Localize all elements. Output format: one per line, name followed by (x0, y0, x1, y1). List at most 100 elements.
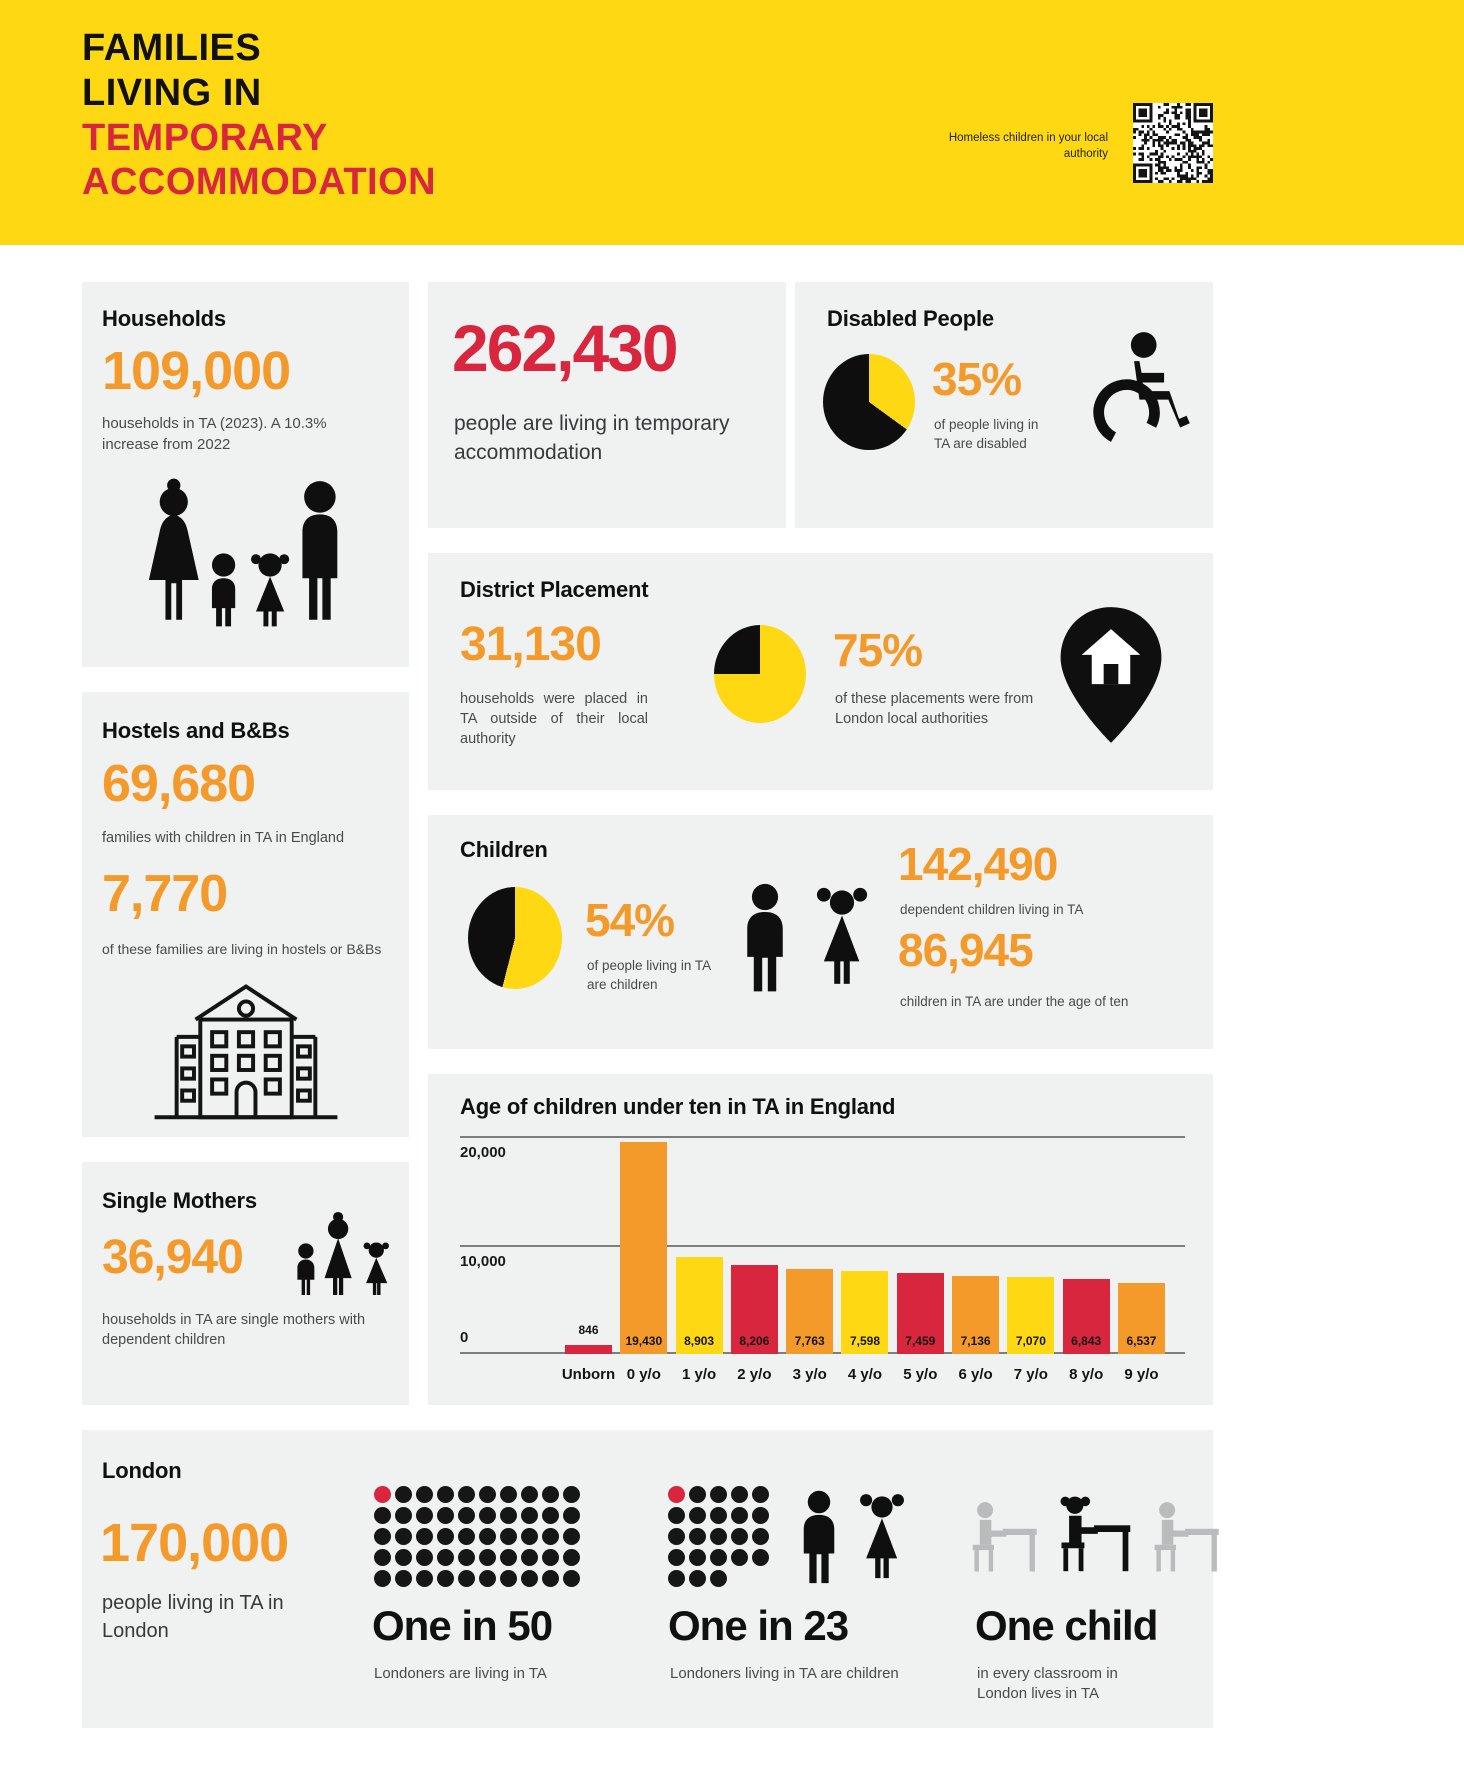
bar-rect: 8,206 (730, 1265, 778, 1354)
age-chart-card: Age of children under ten in TA in Engla… (428, 1074, 1213, 1405)
dot (479, 1486, 496, 1503)
title-line-3: TEMPORARY (82, 116, 328, 159)
hostels-caption1: families with children in TA in England (102, 830, 345, 846)
dot (437, 1507, 454, 1524)
bar-x-label: 3 y/o (792, 1366, 827, 1383)
dot (668, 1528, 685, 1545)
dot (521, 1528, 538, 1545)
dot (479, 1549, 496, 1566)
bar-3 y/o: 7,763 3 y/o (786, 1136, 834, 1383)
dot (542, 1486, 559, 1503)
bar-x-label: 6 y/o (958, 1366, 993, 1383)
dot (521, 1486, 538, 1503)
dot (710, 1570, 727, 1587)
dot (521, 1570, 538, 1587)
page-title: FAMILIES LIVING IN TEMPORARY ACCOMMODATI… (82, 26, 436, 205)
dot (731, 1507, 748, 1524)
bar-value-label: 6,843 (1071, 1334, 1102, 1348)
bar-x-label: Unborn (561, 1366, 616, 1383)
gridline-10000 (460, 1245, 1185, 1247)
children-value2: 86,945 (898, 924, 1034, 976)
dot (752, 1549, 769, 1566)
bar-x-label: 7 y/o (1013, 1366, 1048, 1383)
title-line-1: FAMILIES (82, 27, 262, 69)
dot (416, 1507, 433, 1524)
bar-x-label: 0 y/o (626, 1366, 661, 1383)
qr-caption: Homeless children in your local authorit… (948, 132, 1108, 161)
bar-5 y/o: 7,459 5 y/o (896, 1136, 944, 1383)
dot (395, 1507, 412, 1524)
bar-rect: 7,598 (841, 1271, 889, 1354)
dot (374, 1507, 391, 1524)
disabled-title: Disabled People (827, 306, 994, 331)
bar-value-label: 8,206 (739, 1334, 770, 1348)
classroom-pupil-gray-icon (972, 1502, 1037, 1572)
dot (542, 1507, 559, 1524)
dot (479, 1528, 496, 1545)
bar-value-label: 6,537 (1126, 1334, 1157, 1348)
district-percent: 75% (833, 624, 923, 676)
dot (689, 1528, 706, 1545)
bar-value-label: 19,430 (625, 1334, 663, 1348)
dot (374, 1570, 391, 1587)
boy-icon (747, 883, 783, 992)
dot (374, 1549, 391, 1566)
girl-icon (816, 887, 868, 984)
bar-value-label: 846 (578, 1323, 599, 1337)
dot (731, 1528, 748, 1545)
bar-value-label: 7,598 (849, 1334, 880, 1348)
gridline-20000 (460, 1136, 1185, 1138)
one-in-23-dots (668, 1486, 769, 1587)
dot (668, 1549, 685, 1566)
hostels-value1: 69,680 (102, 755, 256, 813)
london-boy-icon (803, 1490, 835, 1584)
dot (710, 1549, 727, 1566)
dot (563, 1549, 580, 1566)
one-in-50-caption: Londoners are living in TA (374, 1665, 547, 1682)
dot (731, 1549, 748, 1566)
single-mothers-title: Single Mothers (102, 1188, 257, 1213)
district-pie-chart (714, 625, 806, 723)
dot (689, 1549, 706, 1566)
dot (437, 1528, 454, 1545)
dot-highlight (668, 1486, 685, 1503)
single-mothers-card: Single Mothers 36,940 households in TA a… (82, 1162, 409, 1405)
dot (731, 1486, 748, 1503)
dot (542, 1528, 559, 1545)
dot (500, 1549, 517, 1566)
one-in-50-dots (374, 1486, 580, 1587)
ytick-10000: 10,000 (460, 1253, 506, 1270)
people-total-card: 262,430 people are living in temporary a… (428, 282, 786, 528)
london-caption: people living in TA in London (102, 1592, 284, 1642)
bar-x-label: 5 y/o (903, 1366, 938, 1383)
children-caption1: dependent children living in TA (900, 902, 1084, 917)
dot (374, 1528, 391, 1545)
hostels-title: Hostels and B&Bs (102, 718, 290, 743)
bar-0 y/o: 19,430 0 y/o (620, 1136, 668, 1383)
dot (437, 1549, 454, 1566)
dot (395, 1549, 412, 1566)
bar-rect: 6,537 (1117, 1283, 1165, 1354)
bar-value-label: 7,763 (794, 1334, 825, 1348)
dot (563, 1528, 580, 1545)
one-in-23-caption: Londoners living in TA are children (670, 1665, 899, 1682)
bar-rect: 7,070 (1007, 1277, 1055, 1354)
bar-rect: 19,430 (620, 1142, 668, 1354)
dot (500, 1507, 517, 1524)
ytick-20000: 20,000 (460, 1144, 506, 1161)
dot (500, 1486, 517, 1503)
children-pie-chart (468, 887, 562, 989)
london-value: 170,000 (100, 1513, 289, 1573)
bar-4 y/o: 7,598 4 y/o (841, 1136, 889, 1383)
disabled-percent-caption: of people living in TA are disabled (934, 417, 1039, 451)
dot (500, 1570, 517, 1587)
bar-x-label: 1 y/o (682, 1366, 717, 1383)
ytick-0: 0 (460, 1329, 469, 1346)
district-value: 31,130 (460, 618, 602, 671)
dot (437, 1570, 454, 1587)
dot (710, 1486, 727, 1503)
dot (689, 1486, 706, 1503)
qr-code (1133, 103, 1213, 183)
disabled-pie-chart (823, 354, 915, 450)
london-girl-icon (860, 1494, 904, 1579)
